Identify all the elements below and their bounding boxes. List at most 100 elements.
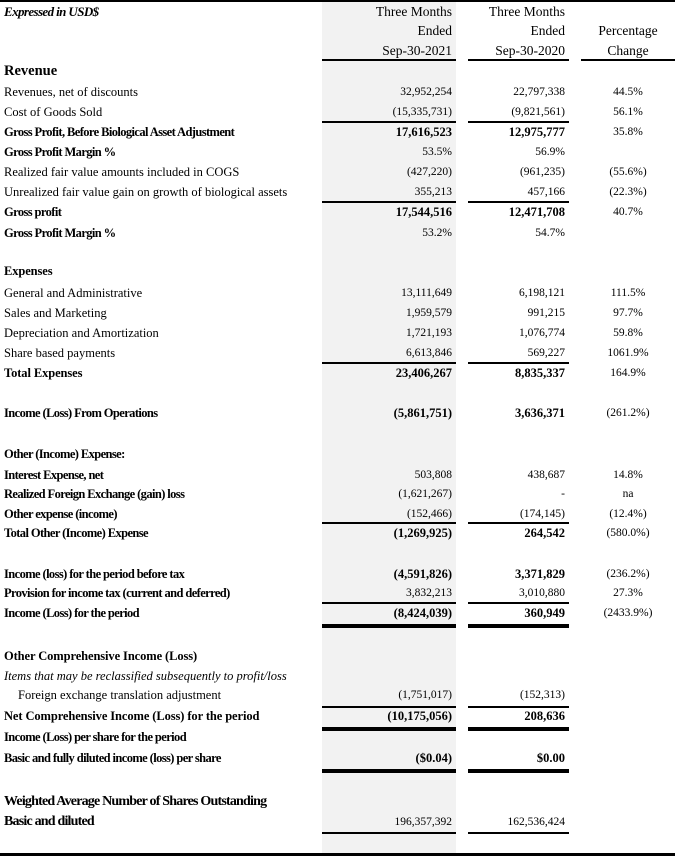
row-label: Other (Income) Expense: (4, 447, 125, 461)
value-2020: 1,076,774 (519, 327, 565, 339)
col1-header-line3: Sep-30-2021 (382, 43, 452, 58)
row-label: Gross profit (4, 205, 62, 219)
row-label: Cost of Goods Sold (4, 105, 103, 119)
percentage-change: 97.7% (613, 307, 643, 319)
underline-rule (322, 624, 456, 628)
value-2020: 360,949 (524, 606, 565, 620)
value-2021: ($0.04) (415, 751, 452, 765)
value-2021: 1,721,193 (406, 327, 452, 339)
value-2021: 3,832,213 (406, 587, 452, 599)
row-label: Revenues, net of discounts (4, 85, 139, 99)
percentage-change: 1061.9% (607, 347, 649, 359)
underline-rule (322, 59, 456, 61)
value-2021: (427,220) (406, 166, 452, 178)
value-2021: 503,808 (414, 469, 452, 481)
value-2020: 3,010,880 (519, 587, 565, 599)
underline-rule (322, 832, 456, 834)
value-2021: 1,959,579 (406, 307, 452, 319)
row-label: Sales and Marketing (4, 306, 107, 320)
row-label: Gross Profit Margin % (4, 226, 116, 240)
value-2020: 991,215 (527, 307, 565, 319)
row-label: Gross Profit Margin % (4, 145, 116, 159)
underline-rule (468, 522, 569, 524)
row-label: Interest Expense, net (4, 468, 104, 482)
percentage-change: (12.4%) (609, 508, 647, 520)
value-2021: 53.2% (422, 227, 452, 239)
underline-rule (322, 522, 456, 524)
value-2021: (5,861,751) (393, 406, 452, 420)
underline-rule (322, 727, 456, 731)
value-2021: 53.5% (422, 146, 452, 158)
value-2020: - (561, 488, 565, 500)
percentage-change: (236.2%) (606, 568, 650, 580)
value-2021: (8,424,039) (393, 606, 452, 620)
row-label: Gross Profit, Before Biological Asset Ad… (4, 125, 235, 139)
value-2020: (9,821,561) (511, 106, 565, 118)
row-label: Basic and fully diluted income (loss) pe… (4, 751, 221, 765)
underline-rule (468, 832, 569, 834)
value-2021: (10,175,056) (387, 709, 452, 723)
underline-rule (468, 706, 569, 708)
current-period-column-shading (322, 0, 456, 856)
row-label: Other expense (income) (4, 507, 118, 521)
percentage-change: (580.0%) (606, 527, 650, 539)
value-2021: (1,269,925) (393, 526, 452, 540)
value-2020: 264,542 (524, 526, 565, 540)
row-label: General and Administrative (4, 286, 143, 300)
value-2020: 12,471,708 (508, 205, 565, 219)
row-label: Total Other (Income) Expense (4, 526, 149, 540)
underline-rule (322, 362, 456, 364)
percentage-change: (261.2%) (606, 407, 650, 419)
value-2020: 56.9% (535, 146, 565, 158)
percentage-change: (2433.9%) (603, 607, 653, 619)
value-2020: 3,371,829 (515, 567, 565, 581)
value-2020: 438,687 (527, 469, 565, 481)
row-label: Weighted Average Number of Shares Outsta… (4, 794, 267, 809)
col1-header-line2: Ended (417, 23, 453, 38)
value-2020: 8,835,337 (515, 366, 565, 380)
row-label: Expenses (4, 264, 53, 278)
value-2021: 6,613,846 (406, 347, 452, 359)
underline-rule (322, 602, 456, 604)
value-2021: 23,406,267 (395, 366, 452, 380)
value-2021: (152,466) (406, 508, 452, 520)
value-2020: 457,166 (527, 186, 565, 198)
underline-rule (581, 59, 675, 61)
value-2021: (1,751,017) (398, 689, 452, 701)
underline-rule (468, 362, 569, 364)
underline-rule (468, 769, 569, 773)
value-2021: (4,591,826) (393, 567, 452, 581)
underline-rule (468, 727, 569, 731)
value-2020: 162,536,424 (507, 816, 566, 828)
percentage-change: 164.9% (610, 367, 646, 379)
row-label: Provision for income tax (current and de… (4, 586, 230, 600)
row-label: Depreciation and Amortization (4, 326, 159, 340)
currency-caption: Expressed in USD$ (4, 4, 99, 19)
percentage-change: (55.6%) (609, 166, 647, 178)
value-2021: 17,616,523 (395, 125, 452, 139)
row-label: Items that may be reclassified subsequen… (4, 669, 287, 683)
col2-header-line3: Sep-30-2020 (495, 43, 565, 58)
col1-header-line1: Three Months (375, 4, 452, 19)
percentage-change: 111.5% (610, 287, 646, 299)
underline-rule (468, 59, 569, 61)
percentage-change: 27.3% (613, 587, 643, 599)
row-label: Basic and diluted (4, 814, 95, 829)
value-2020: $0.00 (536, 751, 565, 765)
value-2020: 54.7% (535, 227, 565, 239)
value-2020: (152,313) (519, 689, 565, 701)
value-2021: 17,544,516 (395, 205, 452, 219)
value-2020: (961,235) (519, 166, 565, 178)
top-border (0, 0, 675, 2)
value-2021: (1,621,267) (398, 488, 452, 500)
value-2021: 32,952,254 (400, 86, 452, 98)
value-2021: 13,111,649 (401, 287, 452, 299)
value-2021: (15,335,731) (392, 106, 452, 118)
col3-header-line2: Change (607, 43, 649, 58)
row-label: Revenue (4, 63, 58, 79)
percentage-change: 14.8% (613, 469, 643, 481)
underline-rule (468, 201, 569, 203)
percentage-change: 56.1% (613, 106, 643, 118)
percentage-change: na (622, 488, 634, 500)
